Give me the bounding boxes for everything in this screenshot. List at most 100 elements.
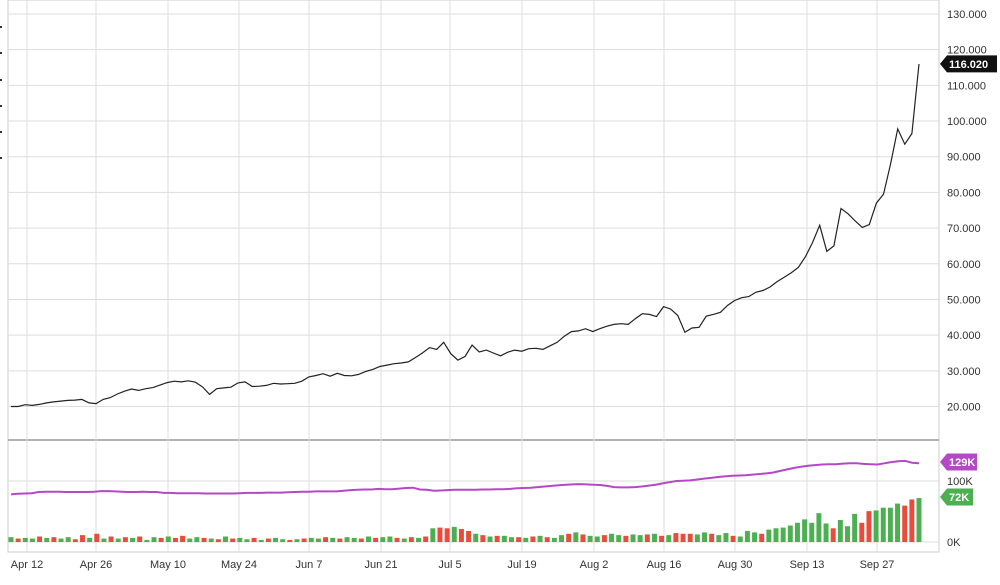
grid-lines (8, 0, 939, 552)
volume-bar (115, 538, 121, 542)
volume-bar (651, 533, 657, 542)
date-tick-label: Aug 30 (718, 559, 753, 571)
price-tick-label: 120.000 (947, 45, 987, 57)
volume-bar (44, 537, 50, 542)
price-tick-label: 40.000 (947, 330, 981, 342)
date-tick-label: Sep 13 (790, 559, 825, 571)
volume-bar (130, 537, 136, 542)
volume-bar (337, 538, 343, 542)
left-edge-dot (0, 131, 2, 133)
volume-bar (551, 537, 557, 542)
volume-bar (315, 538, 321, 542)
volume-bar (823, 523, 829, 542)
volume-tick-label: 0K (947, 537, 961, 549)
volume-bar (308, 537, 314, 542)
volume-bar (101, 538, 107, 542)
price-tick-label: 30.000 (947, 366, 981, 378)
last-price-badge: 116.020 (940, 55, 997, 73)
volume-bar (594, 536, 600, 542)
volume-label: 72K (949, 492, 969, 504)
volume-bar (466, 531, 472, 542)
volume-bar (752, 532, 758, 542)
left-edge-dot (0, 105, 2, 107)
volume-bar (165, 536, 171, 542)
volume-bar (244, 539, 250, 542)
price-tick-label: 90.000 (947, 152, 981, 164)
volume-bar (587, 535, 593, 542)
volume-bar (694, 534, 700, 542)
price-axis: 20.000 30.000 40.000 50.000 60.000 70.000 80.0… (947, 9, 987, 414)
volume-bar (530, 536, 536, 542)
volume-bar (344, 537, 350, 542)
volume-bar (294, 539, 300, 542)
volume-bar (358, 538, 364, 542)
volume-bar (458, 528, 464, 542)
volume-bar (151, 537, 157, 542)
volume-bar (280, 539, 286, 542)
volume-bar (802, 519, 808, 542)
volume-bar (516, 537, 522, 542)
volume-bar (8, 537, 14, 542)
left-edge-dot (0, 26, 2, 28)
volume-bar (416, 537, 422, 542)
volume-bar (852, 513, 858, 542)
volume-bar (37, 536, 43, 542)
volume-badge: 72K (940, 488, 973, 506)
volume-bar (265, 538, 271, 542)
volume-bar (437, 527, 443, 542)
volume-bar (351, 537, 357, 542)
volume-bar (194, 537, 200, 542)
price-panel-frame (7, 0, 940, 441)
volume-bar (744, 531, 750, 542)
volume-bar (666, 535, 672, 542)
price-tick-label: 130.000 (947, 9, 987, 21)
volume-bar (201, 537, 207, 542)
left-edge-dot (0, 157, 2, 159)
volume-bar (687, 533, 693, 542)
volume-bars (8, 498, 922, 542)
volume-bar (787, 525, 793, 542)
avg-volume-badge-shape (940, 453, 977, 471)
volume-bar (766, 529, 772, 542)
left-edge-dot (0, 52, 2, 54)
date-tick-label: Jun 7 (296, 559, 323, 571)
volume-bar (866, 511, 872, 542)
date-tick-label: Aug 16 (647, 559, 682, 571)
price-tick-label: 20.000 (947, 402, 981, 414)
volume-bar (58, 538, 64, 542)
price-tick-label: 60.000 (947, 259, 981, 271)
price-tick-label: 50.000 (947, 294, 981, 306)
date-tick-label: Jul 19 (507, 559, 536, 571)
volume-bar (730, 535, 736, 542)
volume-bar (373, 537, 379, 542)
volume-bar (480, 535, 486, 542)
volume-bar (780, 527, 786, 542)
volume-bar (387, 536, 393, 542)
volume-bar (887, 507, 893, 542)
price-tick-label: 70.000 (947, 223, 981, 235)
volume-bar (251, 537, 257, 542)
date-tick-label: May 10 (150, 559, 186, 571)
volume-bar (773, 528, 779, 542)
volume-bar (473, 533, 479, 542)
volume-bar (909, 499, 915, 542)
volume-bar (22, 537, 28, 542)
volume-bar (108, 536, 114, 542)
date-tick-label: Jul 5 (438, 559, 461, 571)
volume-bar (330, 537, 336, 542)
volume-bar (523, 537, 529, 542)
volume-bar (158, 537, 164, 542)
volume-bar (29, 538, 35, 542)
volume-bar (759, 533, 765, 542)
volume-bar (859, 522, 865, 542)
volume-bar (845, 526, 850, 542)
volume-bar (287, 539, 293, 542)
volume-bar (537, 535, 543, 542)
volume-bar (494, 535, 500, 542)
volume-tick-label: 100K (947, 476, 973, 488)
last-price-label: 116.020 (949, 59, 988, 71)
volume-bar (172, 537, 178, 542)
volume-bar (566, 533, 572, 542)
volume-bar (94, 533, 100, 542)
